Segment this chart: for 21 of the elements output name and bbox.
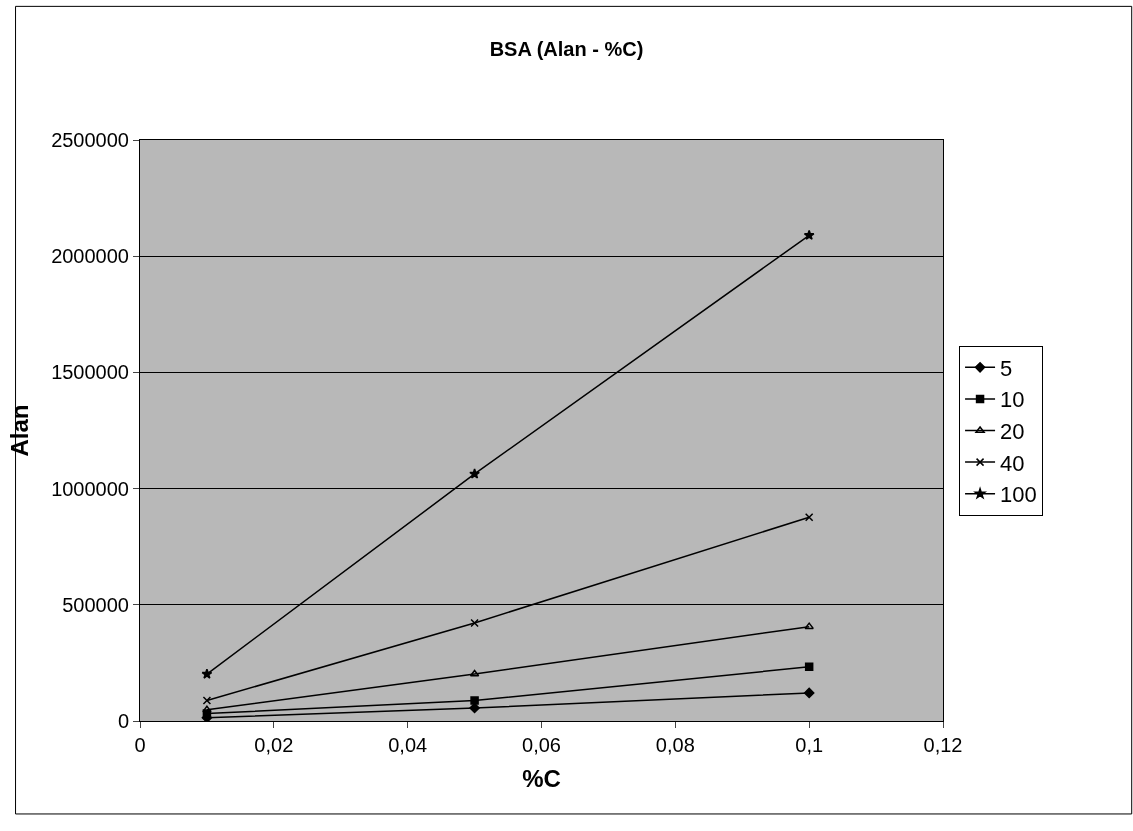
legend-label: 10	[1000, 387, 1025, 413]
x-tick-label: 0,04	[388, 734, 428, 756]
y-tick-label: 0	[117, 710, 129, 732]
chart-title: BSA (Alan - %C)	[489, 37, 644, 60]
y-tick-label: 1500000	[51, 361, 129, 384]
x-tick-label: 0,02	[254, 734, 294, 756]
x-tick-label: 0	[134, 734, 146, 756]
x-tick-label: 0,08	[655, 734, 695, 756]
x-tick-label: 0,12	[923, 734, 963, 756]
y-tick-label: 1000000	[51, 477, 129, 500]
y-tick-label: 2500000	[51, 129, 129, 151]
y-tick-label: 500000	[62, 593, 129, 616]
legend-label: 40	[1000, 450, 1025, 476]
legend-label: 20	[1000, 419, 1025, 445]
y-axis-title: Alan	[6, 404, 34, 457]
y-tick-label: 2000000	[51, 245, 129, 268]
x-tick-label: 0,06	[522, 734, 561, 756]
legend-label: 100	[1000, 482, 1037, 508]
x-tick-label: 0,1	[795, 734, 824, 756]
x-axis-title: %C	[522, 765, 561, 793]
legend-label: 5	[1000, 355, 1013, 381]
